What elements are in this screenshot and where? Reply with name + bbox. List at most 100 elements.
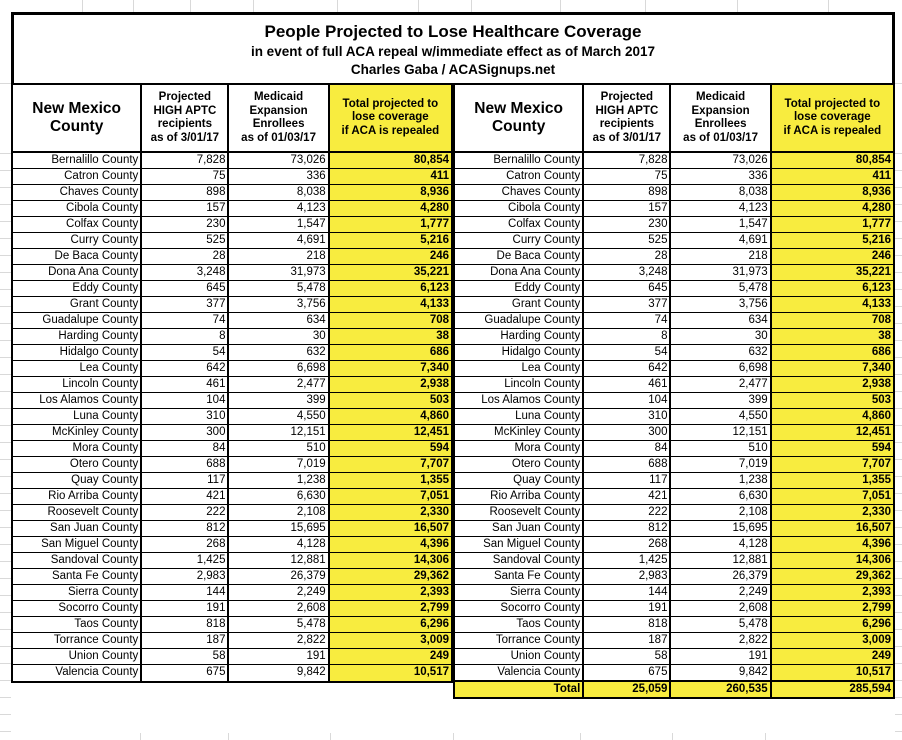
aptc-cell: 642	[140, 360, 229, 377]
county-cell: Valencia County	[455, 664, 584, 681]
gridline	[0, 340, 11, 341]
aptc-cell: 8	[582, 328, 671, 345]
aptc-cell: 688	[582, 456, 671, 473]
table-row: Sierra County 144 2,249 2,393	[13, 584, 451, 601]
gridline	[471, 0, 472, 12]
gridline	[895, 527, 902, 528]
total-cell: 35,221	[769, 264, 893, 281]
table-row: Roosevelt County 222 2,108 2,330	[13, 504, 451, 521]
total-cell: 6,296	[327, 616, 451, 633]
medicaid-cell: 2,477	[227, 376, 329, 393]
medicaid-cell: 26,379	[227, 568, 329, 585]
total-cell: 4,396	[769, 536, 893, 553]
gridline	[895, 646, 902, 647]
table-row: Catron County 75 336 411	[13, 168, 451, 185]
aptc-cell: 3,248	[140, 264, 229, 281]
total-cell: 2,330	[769, 504, 893, 521]
total-cell: 2,393	[769, 584, 893, 601]
county-cell: De Baca County	[455, 248, 584, 265]
county-cell: Catron County	[455, 168, 584, 185]
aptc-cell: 421	[582, 488, 671, 505]
table-row: Cibola County 157 4,123 4,280	[13, 200, 451, 217]
county-cell: Harding County	[455, 328, 584, 345]
col-header-county: New Mexico County	[13, 85, 143, 153]
total-cell: 3,009	[769, 632, 893, 649]
total-cell: 6,123	[769, 280, 893, 297]
county-cell: Otero County	[455, 456, 584, 473]
medicaid-cell: 634	[669, 312, 771, 329]
gridline	[0, 680, 11, 681]
header-row: New Mexico County Projected HIGH APTC recip…	[13, 85, 451, 153]
gridline	[895, 595, 902, 596]
table-row: Lea County 642 6,698 7,340	[13, 360, 451, 377]
aptc-cell: 268	[140, 536, 229, 553]
table-row: Luna County 310 4,550 4,860	[455, 408, 893, 425]
aptc-cell: 675	[582, 664, 671, 681]
medicaid-cell: 218	[669, 248, 771, 265]
aptc-cell: 54	[140, 344, 229, 361]
gridline	[580, 733, 581, 740]
table-row: Sandoval County 1,425 12,881 14,306	[13, 552, 451, 569]
total-cell: 8,936	[769, 184, 893, 201]
medicaid-cell: 1,547	[227, 216, 329, 233]
county-cell: Taos County	[13, 616, 142, 633]
gridline	[0, 731, 11, 732]
county-cell: Guadalupe County	[455, 312, 584, 329]
medicaid-cell: 1,238	[669, 472, 771, 489]
table-row: Torrance County 187 2,822 3,009	[455, 632, 893, 649]
table-row: Colfax County 230 1,547 1,777	[13, 216, 451, 233]
medicaid-cell: 2,108	[227, 504, 329, 521]
total-cell: 686	[769, 344, 893, 361]
gridline	[895, 391, 902, 392]
gridline	[895, 663, 902, 664]
county-cell: Grant County	[13, 296, 142, 313]
gridline	[895, 731, 902, 732]
table-row: Taos County 818 5,478 6,296	[455, 616, 893, 633]
county-cell: Guadalupe County	[13, 312, 142, 329]
table-row: Sandoval County 1,425 12,881 14,306	[455, 552, 893, 569]
gridline	[895, 408, 902, 409]
total-cell: 249	[769, 648, 893, 665]
county-cell: Santa Fe County	[13, 568, 142, 585]
total-cell: 1,777	[769, 216, 893, 233]
medicaid-cell: 9,842	[669, 664, 771, 681]
gridline	[895, 578, 902, 579]
aptc-cell: 377	[582, 296, 671, 313]
aptc-cell: 117	[582, 472, 671, 489]
gridline	[0, 272, 11, 273]
gridline	[453, 733, 454, 740]
table-row: Quay County 117 1,238 1,355	[13, 472, 451, 489]
total-row: Total 25,059 260,535 285,594	[455, 680, 893, 697]
medicaid-cell: 510	[227, 440, 329, 457]
table-row: Union County 58 191 249	[455, 648, 893, 665]
gridline	[0, 595, 11, 596]
county-cell: San Miguel County	[13, 536, 142, 553]
medicaid-cell: 399	[669, 392, 771, 409]
gridline	[828, 0, 829, 12]
total-medicaid-cell: 260,535	[669, 680, 771, 697]
total-cell: 708	[769, 312, 893, 329]
table-row: Socorro County 191 2,608 2,799	[13, 600, 451, 617]
gridline	[895, 255, 902, 256]
gridline	[0, 323, 11, 324]
gridline	[418, 0, 419, 12]
medicaid-cell: 336	[227, 168, 329, 185]
table-row: Bernalillo County 7,828 73,026 80,854	[455, 151, 893, 169]
gridline	[895, 612, 902, 613]
gridline	[228, 733, 229, 740]
gridline	[895, 323, 902, 324]
aptc-cell: 28	[140, 248, 229, 265]
aptc-cell: 645	[140, 280, 229, 297]
page-attribution: Charles Gaba / ACASignups.net	[350, 61, 556, 77]
table-row: Catron County 75 336 411	[455, 168, 893, 185]
aptc-cell: 230	[140, 216, 229, 233]
county-cell: Colfax County	[455, 216, 584, 233]
table-row: Valencia County 675 9,842 10,517	[13, 664, 451, 681]
table-row: Hidalgo County 54 632 686	[13, 344, 451, 361]
gridline	[895, 289, 902, 290]
total-cell: 686	[327, 344, 451, 361]
table-row: Grant County 377 3,756 4,133	[13, 296, 451, 313]
gridline	[895, 680, 902, 681]
total-cell: 594	[769, 440, 893, 457]
medicaid-cell: 632	[669, 344, 771, 361]
